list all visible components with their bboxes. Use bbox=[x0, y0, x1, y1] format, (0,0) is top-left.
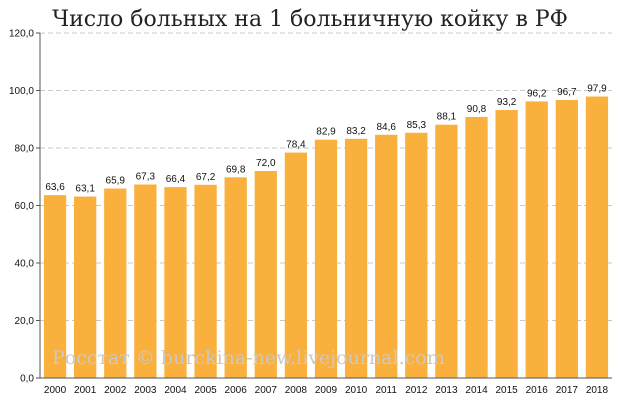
x-tick-label-2011: 2011 bbox=[375, 385, 397, 396]
y-tick-label: 100,0 bbox=[9, 86, 34, 97]
bar-2011 bbox=[375, 134, 398, 378]
x-tick-label-2001: 2001 bbox=[74, 385, 97, 396]
bar-2013 bbox=[435, 124, 458, 379]
x-tick-label-2005: 2005 bbox=[194, 385, 217, 396]
x-tick-label-2017: 2017 bbox=[556, 385, 579, 396]
data-label-2018: 97,9 bbox=[587, 84, 607, 95]
bar-2001 bbox=[74, 196, 97, 378]
x-tick-label-2014: 2014 bbox=[465, 385, 488, 396]
bar-2015 bbox=[495, 110, 518, 379]
y-tick-label: 120,0 bbox=[9, 29, 34, 40]
data-label-2002: 65,9 bbox=[106, 176, 126, 187]
x-tick-label-2007: 2007 bbox=[255, 385, 278, 396]
bar-2006 bbox=[224, 177, 247, 378]
x-tick-label-2016: 2016 bbox=[526, 385, 549, 396]
data-label-2010: 83,2 bbox=[346, 126, 366, 137]
data-label-2003: 67,3 bbox=[136, 172, 156, 183]
data-label-2005: 67,2 bbox=[196, 172, 216, 183]
data-label-2011: 84,6 bbox=[376, 122, 396, 133]
y-tick-label: 0,0 bbox=[20, 374, 34, 385]
bar-2018 bbox=[585, 96, 609, 378]
data-label-2000: 63,6 bbox=[45, 182, 65, 193]
x-tick-label-2012: 2012 bbox=[405, 385, 428, 396]
bar-2003 bbox=[134, 184, 157, 378]
bar-2016 bbox=[525, 101, 548, 379]
data-label-2006: 69,8 bbox=[226, 164, 246, 175]
bar-2009 bbox=[314, 139, 338, 378]
x-tick-label-2018: 2018 bbox=[586, 385, 609, 396]
y-tick-label: 20,0 bbox=[15, 316, 35, 327]
data-label-2007: 72,0 bbox=[256, 158, 276, 169]
bar-2004 bbox=[164, 187, 187, 378]
data-label-2013: 88,1 bbox=[437, 112, 457, 123]
x-tick-label-2002: 2002 bbox=[104, 385, 127, 396]
bar-2005 bbox=[194, 184, 217, 378]
data-labels: 63,6 63,1 65,9 67,3 66,4 67,2 69,8 72,0 78,4 82,9… bbox=[45, 84, 607, 195]
bar-2012 bbox=[405, 132, 428, 378]
data-label-2001: 63,1 bbox=[75, 184, 95, 195]
x-tick-label-2008: 2008 bbox=[285, 385, 308, 396]
bar-2010 bbox=[344, 138, 368, 378]
x-tick-label-2013: 2013 bbox=[435, 385, 458, 396]
x-tick-label-2009: 2009 bbox=[315, 385, 338, 396]
y-axis: 0,0 20,0 40,0 60,0 80,0 100,0 120,0 bbox=[9, 29, 41, 385]
x-tick-label-2003: 2003 bbox=[134, 385, 157, 396]
bar-2000 bbox=[43, 195, 67, 378]
x-tick-label-2000: 2000 bbox=[44, 385, 67, 396]
data-label-2014: 90,8 bbox=[467, 104, 487, 115]
data-label-2004: 66,4 bbox=[166, 174, 186, 185]
data-label-2017: 96,7 bbox=[557, 87, 577, 98]
bar-2008 bbox=[284, 152, 308, 378]
bar-2007 bbox=[254, 171, 277, 378]
x-tick-label-2006: 2006 bbox=[225, 385, 248, 396]
data-label-2015: 93,2 bbox=[497, 97, 517, 108]
data-label-2009: 82,9 bbox=[316, 127, 336, 138]
bar-2017 bbox=[555, 99, 578, 379]
y-tick-label: 60,0 bbox=[15, 201, 35, 212]
watermark-text: Росстат © burckina-new.livejournal.com bbox=[52, 347, 445, 369]
data-label-2012: 85,3 bbox=[407, 120, 427, 131]
y-tick-label: 80,0 bbox=[15, 144, 35, 155]
chart-title: Число больных на 1 больничную койку в РФ bbox=[52, 7, 568, 32]
bar-2002 bbox=[104, 188, 127, 378]
x-tick-label-2010: 2010 bbox=[345, 385, 368, 396]
x-tick-label-2004: 2004 bbox=[164, 385, 187, 396]
y-tick-label: 40,0 bbox=[15, 259, 35, 270]
x-tick-label-2015: 2015 bbox=[496, 385, 519, 396]
x-axis: 2000 2001 2002 2003 2004 2005 2006 2007 2008 2009… bbox=[40, 377, 612, 396]
data-label-2008: 78,4 bbox=[286, 140, 306, 151]
bar-2014 bbox=[465, 116, 488, 378]
data-label-2016: 96,2 bbox=[527, 88, 547, 99]
bars bbox=[43, 96, 609, 379]
